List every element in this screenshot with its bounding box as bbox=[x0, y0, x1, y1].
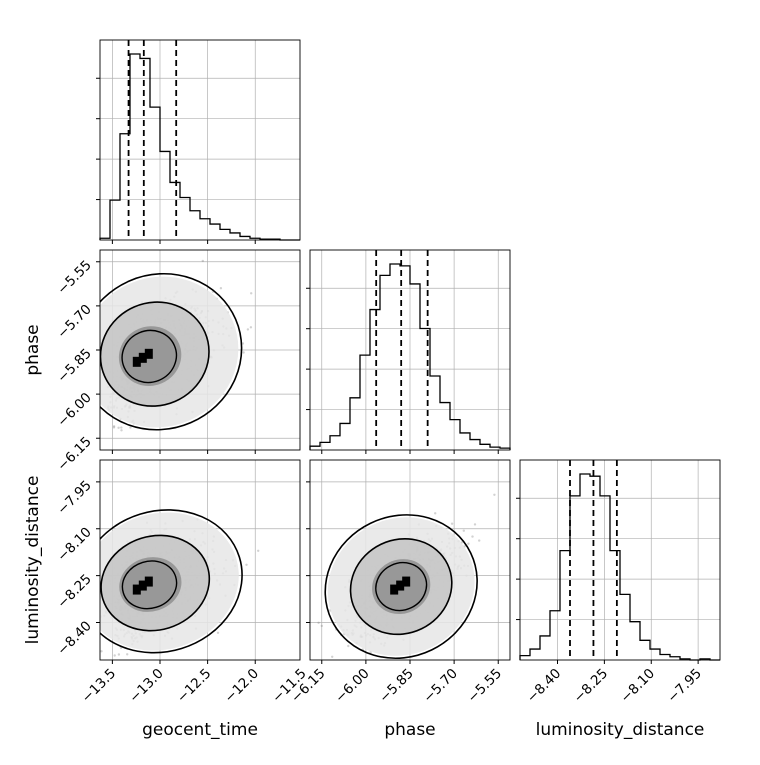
sample-point bbox=[242, 351, 245, 354]
sample-point bbox=[117, 653, 121, 656]
x-tick-label: −6.00 bbox=[332, 666, 373, 707]
density-contour bbox=[100, 534, 211, 632]
sample-point bbox=[113, 654, 116, 657]
sample-point bbox=[434, 512, 437, 515]
sample-point bbox=[467, 542, 470, 545]
x-tick-label: −5.70 bbox=[420, 666, 461, 707]
density-contour bbox=[100, 509, 243, 654]
sample-point bbox=[317, 621, 320, 624]
density-contour bbox=[100, 301, 210, 407]
y-tick-label: −5.55 bbox=[54, 257, 95, 298]
sample-point bbox=[112, 426, 116, 429]
density-core bbox=[396, 580, 405, 591]
panel-content bbox=[97, 509, 260, 660]
y-axis-label: luminosity_distance bbox=[23, 476, 43, 645]
density-core bbox=[402, 576, 411, 587]
scatter-panel-geocent_time-luminosity_distance bbox=[96, 459, 301, 664]
x-axis-label: geocent_time bbox=[142, 720, 258, 740]
x-tick-label: −13.5 bbox=[79, 666, 120, 707]
sample-point bbox=[97, 658, 99, 660]
sample-point bbox=[471, 535, 474, 538]
density-contour bbox=[324, 514, 478, 660]
x-tick-label: −5.85 bbox=[376, 666, 417, 707]
x-tick-label: −8.10 bbox=[618, 666, 659, 707]
scatter-panel-phase-luminosity_distance bbox=[306, 459, 511, 664]
x-tick-label: −8.25 bbox=[571, 666, 612, 707]
sample-point bbox=[478, 539, 481, 542]
sample-point bbox=[462, 529, 465, 532]
scatter-panel-geocent_time-phase bbox=[96, 249, 301, 474]
histogram-geocent_time bbox=[99, 53, 300, 241]
sample-point bbox=[117, 426, 120, 429]
density-core bbox=[132, 356, 141, 367]
sample-point bbox=[135, 452, 137, 454]
sample-point bbox=[320, 624, 323, 628]
x-tick-label: −12.5 bbox=[174, 666, 215, 707]
panel-frame bbox=[519, 459, 721, 661]
sample-point bbox=[120, 429, 123, 432]
density-contour bbox=[375, 561, 428, 612]
hist-panel-phase bbox=[306, 249, 511, 454]
sample-point bbox=[257, 549, 260, 552]
sample-point bbox=[246, 328, 250, 331]
y-tick-label: −8.10 bbox=[54, 524, 95, 565]
histogram-luminosity_distance bbox=[519, 473, 720, 661]
sample-point bbox=[493, 493, 496, 496]
x-axis-label: luminosity_distance bbox=[536, 720, 705, 740]
x-tick-label: −7.95 bbox=[664, 666, 705, 707]
sample-point bbox=[250, 292, 253, 295]
hist-panel-geocent_time bbox=[96, 39, 301, 244]
sample-point bbox=[120, 426, 123, 429]
y-axis-label: phase bbox=[23, 324, 43, 375]
sample-point bbox=[121, 472, 123, 474]
sample-point bbox=[241, 342, 245, 345]
x-tick-label: −8.40 bbox=[524, 666, 565, 707]
density-core bbox=[144, 348, 153, 359]
y-tick-label: −7.95 bbox=[54, 477, 95, 518]
x-tick-label: −5.55 bbox=[464, 666, 505, 707]
sample-point bbox=[245, 563, 248, 566]
x-tick-label: −12.0 bbox=[221, 666, 262, 707]
y-tick-label: −8.25 bbox=[54, 571, 95, 612]
x-tick-label: −13.0 bbox=[126, 666, 167, 707]
density-core bbox=[138, 352, 147, 363]
y-tick-label: −5.70 bbox=[54, 301, 95, 342]
sample-point bbox=[100, 650, 103, 653]
sample-point bbox=[129, 426, 132, 429]
hist-panel-luminosity_distance bbox=[516, 459, 721, 664]
density-contour bbox=[121, 560, 178, 610]
panel-content bbox=[317, 493, 496, 660]
x-axis-label: phase bbox=[384, 720, 435, 740]
sample-point bbox=[450, 522, 454, 525]
sample-point bbox=[112, 425, 116, 428]
density-core bbox=[138, 580, 147, 591]
y-tick-label: −6.15 bbox=[54, 434, 95, 475]
panel-frame bbox=[99, 39, 301, 241]
sample-point bbox=[126, 653, 129, 656]
y-tick-label: −5.85 bbox=[54, 346, 95, 387]
sample-point bbox=[249, 326, 253, 329]
histogram-phase bbox=[309, 263, 511, 450]
panel-content bbox=[100, 259, 253, 474]
panel-frame bbox=[99, 459, 301, 661]
density-core bbox=[390, 584, 399, 595]
sample-point bbox=[331, 655, 334, 658]
sample-point bbox=[347, 644, 350, 648]
density-contour bbox=[349, 537, 453, 636]
density-core bbox=[132, 584, 141, 595]
sample-point bbox=[216, 631, 220, 634]
density-core bbox=[144, 576, 153, 587]
sample-point bbox=[201, 259, 204, 263]
sample-point bbox=[219, 287, 223, 290]
density-contour bbox=[100, 272, 243, 431]
density-contour bbox=[121, 329, 178, 384]
sample-point bbox=[473, 523, 477, 526]
y-tick-label: −8.40 bbox=[54, 618, 95, 659]
y-tick-label: −6.00 bbox=[54, 390, 95, 431]
